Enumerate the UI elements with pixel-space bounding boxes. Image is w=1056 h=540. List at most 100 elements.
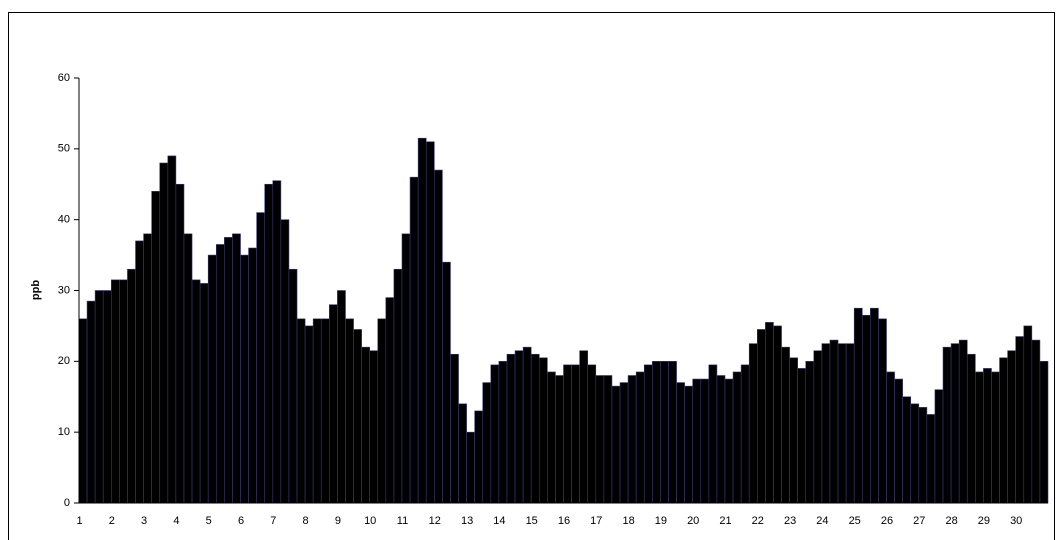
x-tick-label: 11 bbox=[397, 515, 408, 527]
bar bbox=[1007, 350, 1016, 504]
bar bbox=[878, 318, 887, 504]
bar bbox=[829, 339, 839, 504]
bar bbox=[264, 183, 274, 504]
bar bbox=[902, 396, 912, 504]
bar bbox=[369, 350, 379, 504]
bar bbox=[514, 350, 524, 504]
bar bbox=[716, 375, 726, 504]
bar bbox=[571, 364, 580, 504]
bar bbox=[603, 375, 613, 504]
bar bbox=[934, 389, 944, 504]
bar bbox=[94, 290, 104, 504]
x-tick-label: 16 bbox=[558, 515, 570, 527]
y-tick-label: 30 bbox=[58, 284, 70, 296]
bar bbox=[886, 371, 895, 504]
bar bbox=[700, 378, 710, 504]
bar bbox=[119, 279, 128, 504]
bar bbox=[926, 414, 936, 504]
x-tick-label: 19 bbox=[655, 515, 667, 527]
x-tick-label: 26 bbox=[881, 515, 893, 527]
bar bbox=[724, 378, 734, 504]
bar bbox=[288, 268, 298, 504]
y-tick-label: 10 bbox=[58, 426, 70, 438]
bar bbox=[296, 318, 306, 504]
bar bbox=[417, 137, 427, 504]
bar bbox=[765, 322, 774, 504]
bar bbox=[983, 368, 992, 504]
bar bbox=[272, 180, 282, 504]
x-tick-label: 18 bbox=[622, 515, 634, 527]
bar bbox=[425, 141, 435, 504]
bar bbox=[320, 318, 330, 504]
bar bbox=[845, 343, 855, 504]
bar bbox=[652, 361, 661, 504]
x-tick-label: 30 bbox=[1010, 515, 1022, 527]
y-tick-label: 50 bbox=[58, 143, 70, 155]
bar bbox=[256, 212, 266, 504]
bar bbox=[442, 261, 451, 504]
x-tick-label: 15 bbox=[526, 515, 538, 527]
x-tick-label: 25 bbox=[849, 515, 861, 527]
bar bbox=[304, 325, 314, 504]
bar bbox=[385, 297, 395, 504]
bar bbox=[870, 307, 879, 504]
bar bbox=[563, 364, 572, 504]
bar bbox=[127, 268, 136, 504]
bar bbox=[86, 300, 96, 504]
bar bbox=[207, 254, 217, 504]
bar bbox=[821, 343, 831, 504]
bar bbox=[547, 371, 556, 504]
bar bbox=[345, 318, 354, 504]
bar bbox=[975, 371, 984, 504]
bar bbox=[918, 407, 928, 504]
x-tick-label: 14 bbox=[493, 515, 505, 527]
bar bbox=[950, 343, 960, 504]
x-tick-label: 6 bbox=[238, 515, 244, 527]
x-tick-label: 8 bbox=[303, 515, 309, 527]
bar bbox=[522, 346, 532, 504]
x-tick-label: 27 bbox=[913, 515, 925, 527]
bar bbox=[506, 353, 516, 504]
bar bbox=[635, 371, 645, 504]
bar bbox=[595, 375, 605, 504]
bar bbox=[482, 382, 492, 504]
bar bbox=[191, 279, 201, 504]
y-tick-label: 40 bbox=[58, 214, 70, 226]
x-tick-label: 5 bbox=[206, 515, 212, 527]
x-tick-label: 17 bbox=[590, 515, 602, 527]
bar bbox=[555, 375, 564, 504]
bar bbox=[1015, 336, 1025, 504]
bar bbox=[232, 233, 241, 504]
bar bbox=[199, 283, 209, 504]
bar bbox=[587, 364, 597, 504]
bar bbox=[966, 353, 976, 504]
y-axis-title: ppb bbox=[30, 280, 42, 300]
y-tick-label: 20 bbox=[58, 355, 70, 367]
bar bbox=[732, 371, 742, 504]
bar bbox=[450, 353, 459, 504]
bar bbox=[708, 364, 718, 504]
bar bbox=[167, 155, 177, 504]
bar bbox=[151, 191, 161, 504]
bar bbox=[183, 233, 193, 504]
x-tick-label: 12 bbox=[429, 515, 441, 527]
bar bbox=[1039, 361, 1049, 504]
x-tick-label: 2 bbox=[109, 515, 115, 527]
bar bbox=[215, 244, 225, 504]
y-tick-label: 60 bbox=[58, 72, 70, 84]
bar bbox=[433, 169, 443, 504]
bar bbox=[312, 318, 322, 504]
bar bbox=[329, 304, 338, 504]
bar bbox=[676, 382, 685, 504]
bar bbox=[740, 364, 750, 504]
bar bbox=[393, 268, 403, 504]
x-tick-label: 20 bbox=[687, 515, 699, 527]
bar bbox=[861, 314, 871, 504]
bar bbox=[611, 385, 621, 504]
bar bbox=[756, 329, 766, 504]
x-tick-label: 9 bbox=[335, 515, 341, 527]
x-tick-label: 1 bbox=[76, 515, 82, 527]
bar bbox=[805, 361, 815, 504]
bar bbox=[240, 254, 249, 504]
bar bbox=[401, 233, 411, 504]
